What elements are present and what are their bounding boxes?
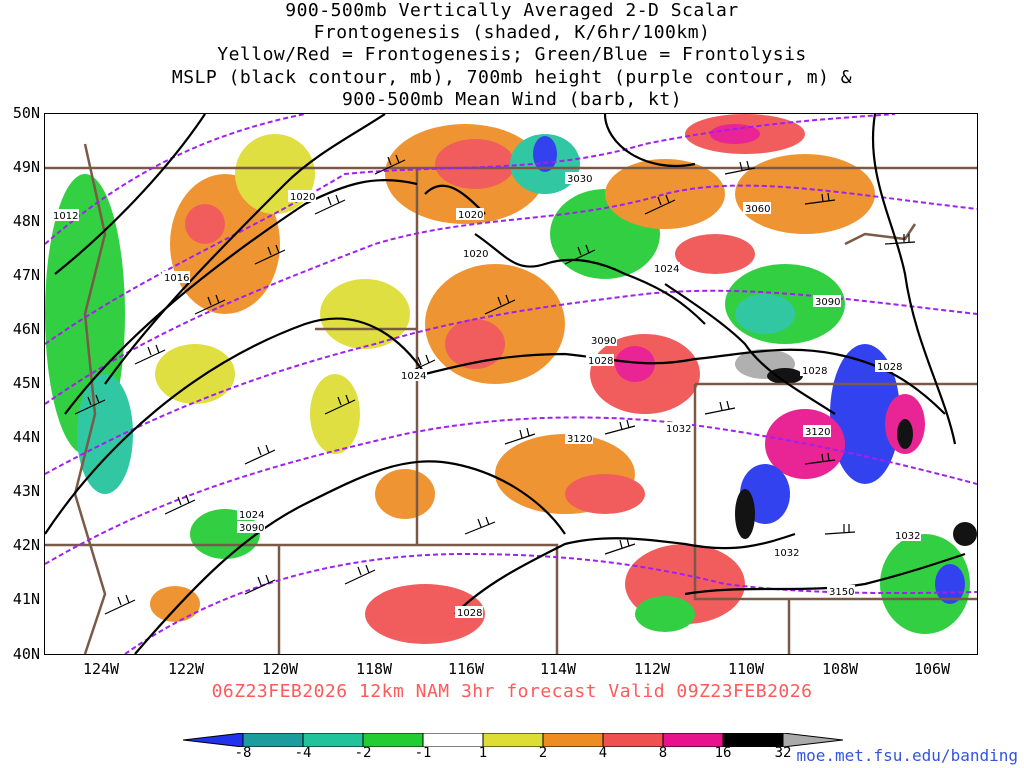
lon-label-108w: 108W: [821, 660, 859, 678]
lat-label-45n: 45N: [12, 374, 40, 392]
pressure-label: 1016: [164, 273, 189, 284]
pressure-label: 1024: [654, 264, 679, 275]
lon-label-124w: 124W: [82, 660, 120, 678]
colorbar-label: -8: [234, 745, 252, 761]
height-label: 3120: [805, 427, 830, 438]
forecast-valid-text: 06Z23FEB2026 12km NAM 3hr forecast Valid…: [211, 681, 813, 702]
political-borders: [45, 143, 977, 654]
frontogenesis-shading: [45, 114, 977, 644]
colorbar-label: -1: [414, 745, 432, 761]
pressure-label: 1032: [774, 548, 799, 559]
colorbar-label: 8: [658, 745, 668, 761]
pressure-label: 1020: [458, 210, 483, 221]
pressure-label: 1028: [588, 356, 613, 367]
title-line-2: Frontogenesis (shaded, K/6hr/100km): [313, 22, 711, 43]
height-label: 3090: [591, 336, 616, 347]
pressure-label: 1024: [401, 371, 426, 382]
colorbar-label: 1: [478, 745, 488, 761]
colorbar-seg-10: [782, 733, 843, 747]
pressure-label: 1012: [53, 211, 78, 222]
lat-label-46n: 46N: [12, 320, 40, 338]
lat-label-48n: 48N: [12, 212, 40, 230]
pressure-label: 1028: [877, 362, 902, 373]
colorbar-label: 32: [774, 745, 792, 761]
lon-label-110w: 110W: [727, 660, 765, 678]
title-line-4: MSLP (black contour, mb), 700mb height (…: [171, 67, 853, 88]
colorbar-label: 16: [714, 745, 732, 761]
pressure-label: 1028: [457, 608, 482, 619]
height-label: 3150: [829, 587, 854, 598]
height-label: 3030: [567, 174, 592, 185]
lon-label-116w: 116W: [447, 660, 485, 678]
lon-label-122w: 122W: [167, 660, 205, 678]
height-label: 3090: [815, 297, 840, 308]
lon-label-112w: 112W: [633, 660, 671, 678]
colorbar-label: -4: [294, 745, 312, 761]
map-panel: 1020 1020 1020 1012 1016 1024 1024 1024 …: [44, 113, 978, 655]
title-line-1: 900-500mb Vertically Averaged 2-D Scalar: [285, 0, 739, 21]
pressure-label: 1032: [666, 424, 691, 435]
lat-label-49n: 49N: [12, 158, 40, 176]
colorbar: [183, 733, 843, 747]
lat-label-50n: 50N: [12, 104, 40, 122]
lat-label-43n: 43N: [12, 482, 40, 500]
lon-label-120w: 120W: [261, 660, 299, 678]
pressure-label: 1032: [895, 531, 920, 542]
credit-link[interactable]: moe.met.fsu.edu/banding: [796, 746, 1018, 765]
lat-label-40n: 40N: [12, 645, 40, 663]
pressure-label: 1028: [802, 366, 827, 377]
lat-label-44n: 44N: [12, 428, 40, 446]
lat-label-47n: 47N: [12, 266, 40, 284]
lon-label-118w: 118W: [355, 660, 393, 678]
title-line-3: Yellow/Red = Frontogenesis; Green/Blue =…: [217, 44, 807, 65]
height-label: 3090: [239, 523, 264, 534]
colorbar-label: 2: [538, 745, 548, 761]
map-svg: 1020 1020 1020 1012 1016 1024 1024 1024 …: [45, 114, 977, 654]
colorbar-label: 4: [598, 745, 608, 761]
title-line-5: 900-500mb Mean Wind (barb, kt): [341, 89, 683, 110]
height-label: 3120: [567, 434, 592, 445]
pressure-label: 1020: [290, 192, 315, 203]
pressure-contours: [45, 114, 966, 654]
colorbar-label: -2: [354, 745, 372, 761]
wind-barbs: [74, 154, 916, 615]
lon-label-106w: 106W: [913, 660, 951, 678]
lat-label-42n: 42N: [12, 536, 40, 554]
lon-label-114w: 114W: [539, 660, 577, 678]
height-labels: 3030 3060 3090 3090 3120 3120 3090 3150: [237, 172, 855, 598]
pressure-label: 1024: [239, 510, 264, 521]
height-label: 3060: [745, 204, 770, 215]
pressure-label: 1020: [463, 249, 488, 260]
pressure-labels: 1020 1020 1020 1012 1016 1024 1024 1024 …: [51, 190, 921, 619]
lat-label-41n: 41N: [12, 590, 40, 608]
